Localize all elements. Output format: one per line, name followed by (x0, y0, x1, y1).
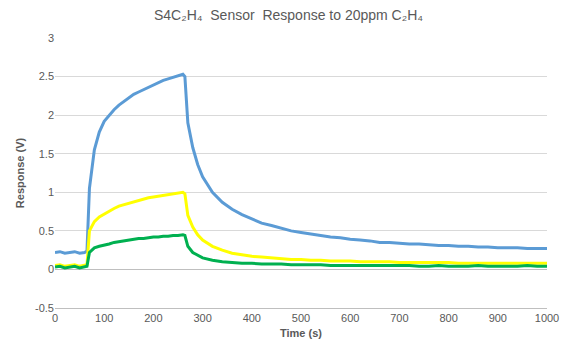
svg-text:2: 2 (48, 109, 54, 121)
svg-text:-0.5: -0.5 (35, 302, 54, 314)
svg-text:Response (V): Response (V) (14, 138, 26, 209)
svg-text:300: 300 (193, 312, 211, 324)
svg-text:200: 200 (144, 312, 162, 324)
svg-text:100: 100 (95, 312, 113, 324)
svg-text:2.5: 2.5 (39, 70, 54, 82)
svg-text:900: 900 (489, 312, 507, 324)
svg-text:1.5: 1.5 (39, 148, 54, 160)
svg-text:600: 600 (341, 312, 359, 324)
svg-text:0: 0 (52, 312, 58, 324)
svg-text:500: 500 (292, 312, 310, 324)
svg-text:1000: 1000 (535, 312, 559, 324)
svg-text:400: 400 (243, 312, 261, 324)
svg-text:3: 3 (48, 32, 54, 44)
svg-text:S4C₂H₄ Sensor Response to 20: S4C₂H₄ Sensor Response to 20ppm C₂H₄ (154, 7, 423, 23)
svg-text:0.5: 0.5 (39, 225, 54, 237)
svg-text:0: 0 (48, 263, 54, 275)
svg-text:1: 1 (48, 186, 54, 198)
svg-text:700: 700 (390, 312, 408, 324)
svg-text:800: 800 (439, 312, 457, 324)
svg-text:Time (s): Time (s) (280, 327, 322, 339)
